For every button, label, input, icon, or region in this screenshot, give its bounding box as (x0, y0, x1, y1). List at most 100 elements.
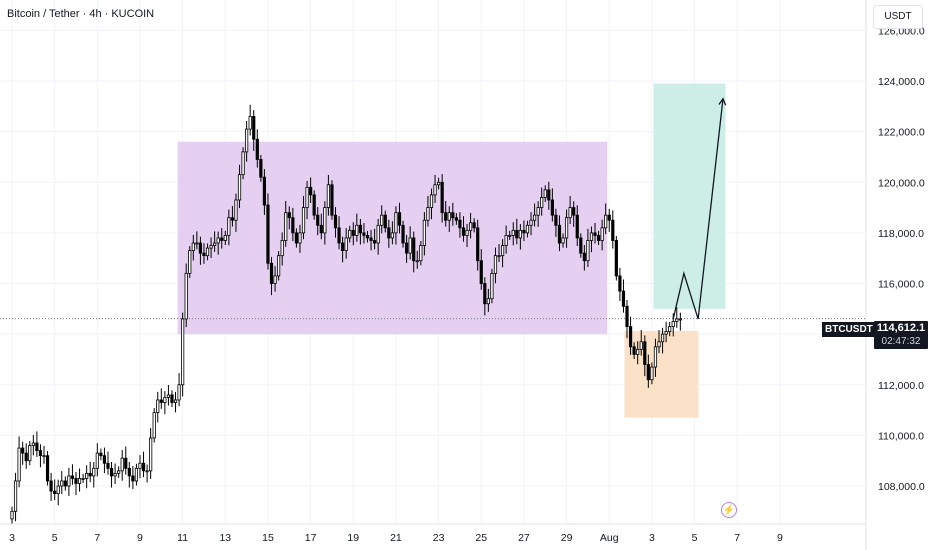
candle-up (664, 331, 668, 335)
candle-up (525, 224, 530, 234)
y-tick-label: 124,000.0 (878, 76, 925, 88)
candle-up (568, 207, 572, 219)
last-price-label: 114,612.1 02:47:32 (874, 321, 928, 349)
candle-up (227, 217, 231, 236)
candle-down (554, 214, 558, 226)
candle-up (465, 229, 469, 236)
candle-up (195, 242, 199, 245)
candle-down (621, 290, 626, 307)
candle-up (415, 260, 419, 263)
candle-down (287, 212, 291, 219)
candle-up (639, 341, 643, 350)
candle-up (500, 245, 505, 257)
candle-down (397, 212, 402, 226)
candle-down (159, 399, 163, 403)
candle-down (127, 467, 131, 477)
x-tick-label: 11 (177, 532, 188, 544)
projection-arrowhead (718, 97, 727, 106)
candle-up (650, 366, 654, 381)
candle-down (550, 199, 554, 216)
candle-down (102, 455, 107, 464)
target-zone (653, 83, 726, 309)
candle-up (134, 467, 139, 482)
candle-up (166, 394, 171, 398)
projection-path (672, 98, 724, 320)
x-tick-label: 17 (305, 532, 317, 544)
price-axis[interactable]: 126,000.0124,000.0122,000.0120,000.0118,… (878, 25, 925, 493)
candle-down (198, 242, 203, 254)
candle-up (604, 214, 608, 229)
candle-up (85, 472, 89, 479)
candle-up (529, 219, 533, 226)
candle-up (657, 341, 661, 348)
candle-down (515, 229, 519, 239)
candle-down (575, 214, 579, 239)
candle-up (486, 298, 490, 305)
y-tick-label: 112,000.0 (878, 380, 924, 392)
candle-up (490, 272, 494, 300)
candle-down (373, 240, 377, 244)
candle-up (564, 217, 569, 239)
x-tick-label: Aug (600, 532, 619, 544)
x-tick-label: 15 (262, 532, 274, 544)
candle-down (461, 227, 466, 236)
candle-down (646, 364, 650, 381)
candle-up (213, 242, 217, 246)
candle-up (277, 255, 281, 277)
candle-down (131, 475, 135, 482)
candle-down (625, 305, 629, 327)
candle-down (458, 219, 462, 229)
candle-down (309, 186, 313, 196)
candle-down (572, 207, 576, 216)
candle-down (291, 217, 295, 234)
candle-down (49, 480, 53, 492)
currency-button[interactable]: USDT (873, 5, 923, 29)
candle-up (298, 232, 302, 244)
y-tick-label: 108,000.0 (878, 481, 925, 493)
candle-down (614, 240, 618, 277)
drawing-zones (0, 83, 866, 418)
candle-up (92, 467, 96, 477)
candle-down (333, 214, 338, 229)
x-tick-label: 27 (518, 532, 530, 544)
candle-down (38, 450, 43, 457)
time-axis[interactable]: 3 5 7 9 11 13 15 17 19 21 23 25 27 29 Aug 3 5 7 9 (9, 532, 783, 544)
candle-down (451, 212, 455, 219)
x-tick-label: 23 (433, 532, 445, 544)
candle-up (600, 227, 604, 241)
candle-down (252, 116, 256, 140)
candle-down (341, 242, 345, 252)
candle-up (152, 412, 156, 439)
candle-down (522, 229, 526, 234)
candle-up (163, 397, 167, 403)
candle-down (387, 227, 391, 239)
x-tick-label: 7 (734, 532, 740, 544)
candle-down (440, 181, 444, 214)
candle-down (88, 472, 92, 477)
tradingview-logo-icon[interactable]: ⚡ (721, 502, 737, 518)
candle-up (390, 232, 394, 239)
x-tick-label: 29 (561, 532, 573, 544)
candlesticks (10, 104, 682, 524)
candle-up (376, 224, 380, 244)
candle-down (35, 442, 39, 451)
stop-loss-zone (624, 330, 699, 418)
candle-up (355, 224, 359, 236)
candle-up (671, 321, 675, 327)
candle-down (294, 232, 299, 244)
candle-up (408, 237, 412, 254)
candle-down (557, 224, 562, 244)
candle-down (266, 204, 270, 264)
candle-up (426, 207, 430, 221)
candle-down (365, 235, 370, 239)
candle-down (412, 237, 416, 262)
chart-title[interactable]: Bitcoin / Tether · 4h · KUCOIN (7, 8, 155, 20)
candle-down (230, 217, 235, 221)
candle-up (145, 470, 149, 473)
candle-down (593, 232, 597, 236)
candle-up (561, 237, 565, 244)
candle-up (248, 116, 252, 130)
x-tick-label: 3 (649, 532, 655, 544)
candle-down (259, 159, 263, 178)
